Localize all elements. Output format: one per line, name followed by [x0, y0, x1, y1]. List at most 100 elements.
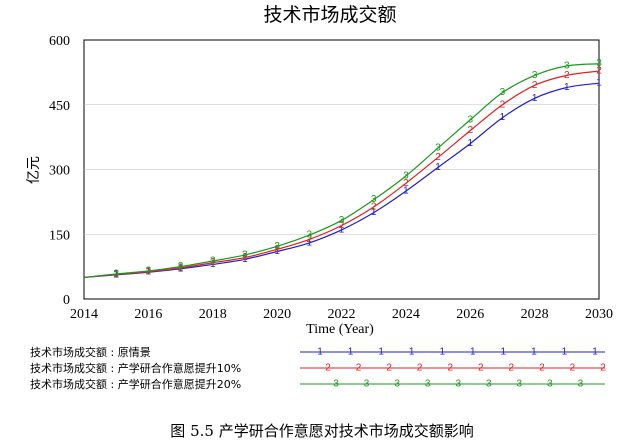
- data-point-marker: 3: [274, 241, 280, 252]
- series-line-1: [83, 82, 600, 279]
- data-point-marker: 2: [435, 152, 441, 163]
- data-point-marker: 3: [146, 265, 152, 276]
- data-point-marker: 1: [339, 224, 345, 235]
- data-point-marker: 2: [307, 234, 313, 245]
- legend-marker: 3: [394, 379, 400, 390]
- data-point-marker: 3: [403, 170, 409, 181]
- legend: 技术市场成交额 : 原情景 1 1 1 1 1 1 1 1 1 1 技术市场成交额 : 产学研合作意愿…: [30, 345, 606, 391]
- series-line-3: [83, 63, 600, 279]
- legend-marker: 1: [531, 347, 537, 358]
- data-point-marker: 2: [403, 178, 409, 189]
- data-point-marker: 1: [435, 162, 441, 173]
- data-point-marker: 2: [467, 125, 473, 136]
- data-point-marker: 3: [596, 58, 602, 69]
- data-point-marker: 2: [532, 80, 538, 91]
- legend-marker: 1: [348, 347, 354, 358]
- y-tick-label: 0: [63, 293, 70, 308]
- data-point-marker: 3: [371, 194, 377, 205]
- legend-marker: 2: [447, 363, 453, 374]
- legend-marker: 3: [364, 379, 370, 390]
- x-tick-label: 2024: [392, 307, 420, 322]
- data-point-marker: 3: [242, 249, 248, 260]
- data-point-marker: 1: [178, 263, 184, 274]
- data-point-marker: 3: [532, 70, 538, 81]
- legend-marker: 2: [356, 363, 362, 374]
- figure-caption: 图 5.5 产学研合作意愿对技术市场成交额影响: [170, 422, 473, 440]
- legend-label: 技术市场成交额 : 原情景: [30, 345, 151, 359]
- grid: [84, 104, 599, 235]
- data-point-marker: 2: [210, 257, 216, 268]
- data-point-marker: 1: [532, 93, 538, 104]
- legend-marker: 1: [470, 347, 476, 358]
- legend-marker: 2: [417, 363, 423, 374]
- data-point-marker: 1: [210, 259, 216, 270]
- legend-marker: 3: [547, 379, 553, 390]
- legend-marker: 1: [378, 347, 384, 358]
- data-point-marker: 1: [467, 138, 473, 149]
- legend-marker: 2: [539, 363, 545, 374]
- data-point-marker: 1: [307, 237, 313, 248]
- y-tick-label: 450: [49, 99, 70, 114]
- legend-marker: 1: [501, 347, 507, 358]
- data-point-marker: 3: [467, 114, 473, 125]
- chart-title: 技术市场成交额: [263, 4, 396, 26]
- data-point-marker: 2: [371, 202, 377, 213]
- x-tick-label: 2016: [134, 307, 162, 322]
- data-point-marker: 2: [242, 252, 248, 263]
- y-tick-labels: 0 150 300 450 600: [49, 34, 70, 308]
- data-point-marker: 2: [596, 66, 602, 77]
- legend-marker: 2: [478, 363, 484, 374]
- data-point-marker: 2: [339, 220, 345, 231]
- legend-marker: 1: [317, 347, 323, 358]
- legend-marker: 3: [486, 379, 492, 390]
- x-tick-label: 2014: [70, 307, 98, 322]
- data-point-marker: 2: [564, 70, 570, 81]
- legend-marker: 1: [439, 347, 445, 358]
- x-tick-label: 2028: [521, 307, 549, 322]
- legend-marker: 3: [425, 379, 431, 390]
- legend-marker: 1: [409, 347, 415, 358]
- legend-marker: 3: [578, 379, 584, 390]
- legend-marker: 2: [600, 363, 606, 374]
- legend-marker: 3: [455, 379, 461, 390]
- x-tick-label: 2030: [585, 307, 613, 322]
- data-point-marker: 2: [274, 244, 280, 255]
- legend-marker: 2: [325, 363, 331, 374]
- data-point-marker: 1: [500, 112, 506, 123]
- data-point-marker: 2: [178, 262, 184, 273]
- x-tick-label: 2022: [328, 307, 356, 322]
- y-tick-label: 300: [49, 164, 70, 179]
- y-axis-label: 亿元: [26, 156, 42, 184]
- data-point-marker: 3: [435, 142, 441, 153]
- data-point-marker: 3: [307, 230, 313, 241]
- data-point-marker: 3: [178, 261, 184, 272]
- data-point-marker: 1: [371, 207, 377, 218]
- data-point-marker: 2: [500, 99, 506, 110]
- legend-marker: 1: [592, 347, 598, 358]
- legend-marker: 1: [562, 347, 568, 358]
- y-tick-label: 150: [49, 228, 70, 243]
- data-point-marker: 1: [274, 246, 280, 257]
- x-tick-label: 2018: [199, 307, 227, 322]
- x-axis-label: Time (Year): [306, 322, 374, 337]
- data-point-marker: 2: [146, 266, 152, 277]
- legend-label: 技术市场成交额 : 产学研合作意愿提升10%: [30, 361, 241, 375]
- x-tick-label: 2026: [456, 307, 484, 322]
- y-tick-label: 600: [49, 34, 70, 49]
- legend-marker: 2: [570, 363, 576, 374]
- legend-label: 技术市场成交额 : 产学研合作意愿提升20%: [30, 377, 241, 391]
- legend-marker: 2: [386, 363, 392, 374]
- data-point-marker: 3: [564, 60, 570, 71]
- series-line-2: [83, 70, 600, 279]
- data-point-marker: 1: [242, 254, 248, 265]
- x-tick-label: 2020: [263, 307, 291, 322]
- data-point-marker: 3: [113, 268, 119, 279]
- legend-marker: 3: [333, 379, 339, 390]
- data-point-marker: 3: [339, 215, 345, 226]
- data-point-marker: 1: [596, 78, 602, 89]
- x-tick-labels: 2014 2016 2018 2020 2022 2024 2026 2028 2030: [70, 307, 613, 322]
- data-point-marker: 3: [210, 256, 216, 267]
- legend-marker: 2: [509, 363, 515, 374]
